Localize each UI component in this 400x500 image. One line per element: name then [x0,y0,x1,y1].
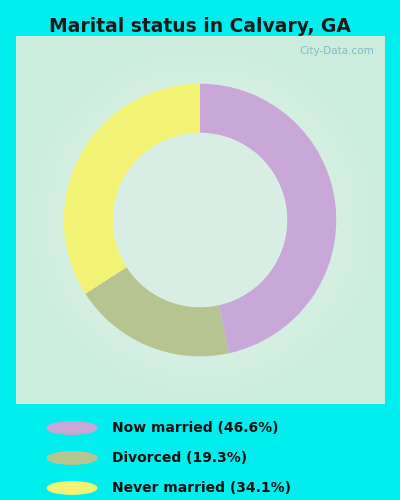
Text: Never married (34.1%): Never married (34.1%) [112,481,291,495]
Wedge shape [85,267,229,356]
Text: Divorced (19.3%): Divorced (19.3%) [112,451,247,465]
Text: City-Data.com: City-Data.com [300,46,374,56]
Circle shape [47,452,97,464]
Circle shape [114,134,286,306]
Text: Now married (46.6%): Now married (46.6%) [112,421,278,435]
Wedge shape [200,84,336,353]
Wedge shape [64,84,200,294]
Circle shape [47,422,97,434]
Circle shape [47,482,97,494]
Text: Marital status in Calvary, GA: Marital status in Calvary, GA [49,18,351,36]
